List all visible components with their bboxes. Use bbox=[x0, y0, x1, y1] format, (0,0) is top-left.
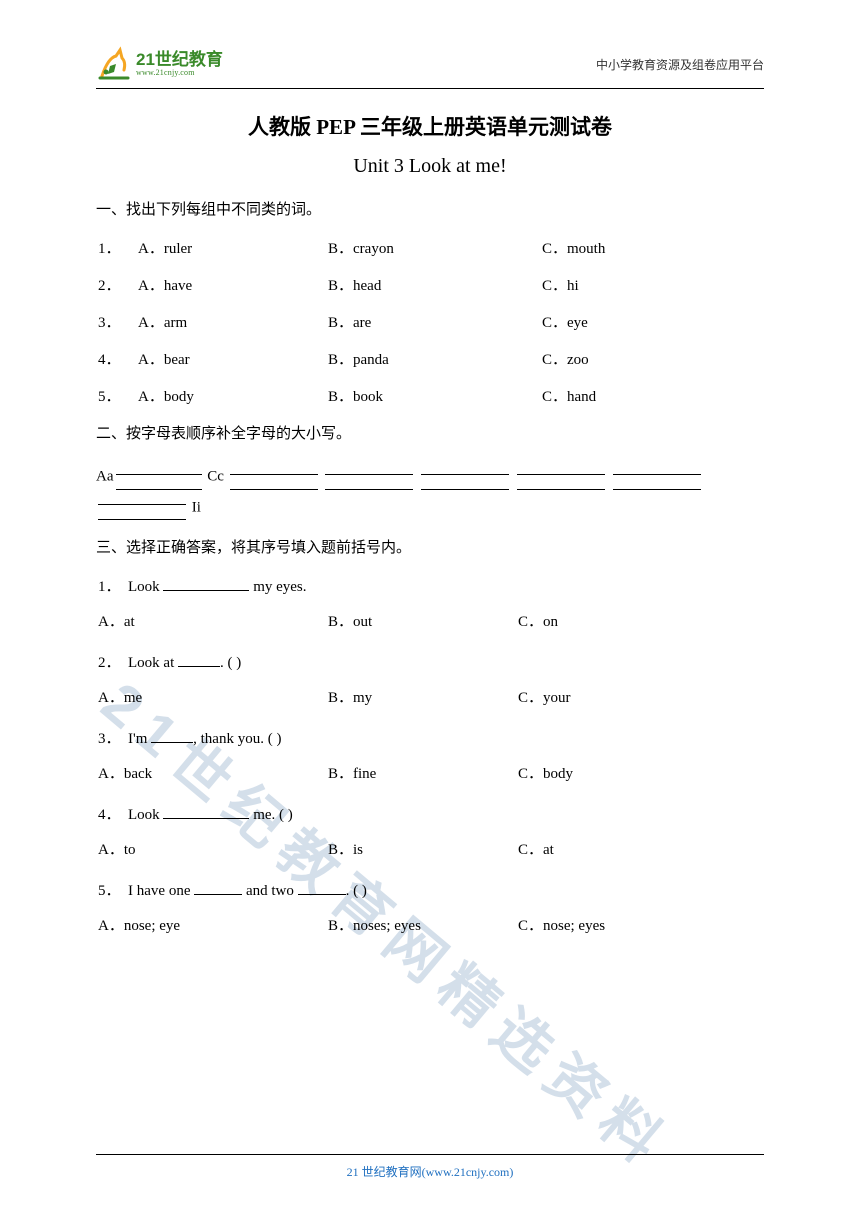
section1-heading: 一、找出下列每组中不同类的词。 bbox=[96, 198, 764, 219]
option-b: B．out bbox=[328, 610, 518, 631]
logo-sub-text: www.21cnjy.com bbox=[136, 68, 223, 77]
page-title: 人教版 PEP 三年级上册英语单元测试卷 bbox=[96, 111, 764, 141]
header-divider bbox=[96, 88, 764, 89]
fill-blank[interactable] bbox=[517, 464, 605, 490]
option-c: C．eye bbox=[542, 311, 764, 332]
option-a: A．ruler bbox=[138, 237, 328, 258]
option-b: B．book bbox=[328, 385, 542, 406]
option-a: A．back bbox=[98, 762, 328, 783]
fill-blank[interactable] bbox=[194, 881, 242, 895]
table-row: 1． A．ruler B．crayon C．mouth bbox=[96, 237, 764, 258]
fill-blank[interactable] bbox=[116, 464, 202, 490]
logo-main-text: 21世纪教育 bbox=[136, 51, 223, 68]
q-number: 3． bbox=[98, 311, 138, 332]
q-number: 4． bbox=[98, 348, 138, 369]
option-a: A．me bbox=[98, 686, 328, 707]
option-c: C．zoo bbox=[542, 348, 764, 369]
option-b: B．my bbox=[328, 686, 518, 707]
table-row: A．nose; eye B．noses; eyes C．nose; eyes bbox=[96, 914, 764, 935]
table-row: A．at B．out C．on bbox=[96, 610, 764, 631]
option-c: C．hand bbox=[542, 385, 764, 406]
question-stem: 2． Look at . ( ) bbox=[96, 651, 764, 672]
option-a: A．at bbox=[98, 610, 328, 631]
page-header: 21世纪教育 www.21cnjy.com 中小学教育资源及组卷应用平台 bbox=[96, 46, 764, 82]
question-stem: 1． Look my eyes. bbox=[96, 575, 764, 596]
option-a: A．arm bbox=[138, 311, 328, 332]
logo-icon bbox=[96, 46, 132, 82]
option-c: C．hi bbox=[542, 274, 764, 295]
s2-aa: Aa bbox=[96, 469, 114, 485]
option-b: B．is bbox=[328, 838, 518, 859]
option-c: C．at bbox=[518, 838, 764, 859]
fill-blank[interactable] bbox=[98, 494, 186, 520]
option-a: A．bear bbox=[138, 348, 328, 369]
option-b: B．panda bbox=[328, 348, 542, 369]
page-footer: 21 世纪教育网(www.21cnjy.com) bbox=[96, 1154, 764, 1180]
option-b: B．head bbox=[328, 274, 542, 295]
section2-heading: 二、按字母表顺序补全字母的大小写。 bbox=[96, 422, 764, 443]
logo: 21世纪教育 www.21cnjy.com bbox=[96, 46, 223, 82]
table-row: 2． A．have B．head C．hi bbox=[96, 274, 764, 295]
table-row: A．back B．fine C．body bbox=[96, 762, 764, 783]
section2-body: Aa Cc Ii bbox=[96, 461, 764, 522]
logo-text-block: 21世纪教育 www.21cnjy.com bbox=[136, 51, 223, 77]
header-right-text: 中小学教育资源及组卷应用平台 bbox=[596, 56, 764, 73]
fill-blank[interactable] bbox=[613, 464, 701, 490]
option-a: A．have bbox=[138, 274, 328, 295]
table-row: A．me B．my C．your bbox=[96, 686, 764, 707]
s2-ii: Ii bbox=[192, 499, 201, 515]
option-c: C．body bbox=[518, 762, 764, 783]
fill-blank[interactable] bbox=[163, 577, 249, 591]
question-stem: 4． Look me. ( ) bbox=[96, 803, 764, 824]
fill-blank[interactable] bbox=[325, 464, 413, 490]
table-row: 5． A．body B．book C．hand bbox=[96, 385, 764, 406]
table-row: 3． A．arm B．are C．eye bbox=[96, 311, 764, 332]
footer-divider bbox=[96, 1154, 764, 1155]
option-c: C．on bbox=[518, 610, 764, 631]
option-b: B．are bbox=[328, 311, 542, 332]
fill-blank[interactable] bbox=[178, 653, 220, 667]
question-stem: 5． I have one and two . ( ) bbox=[96, 879, 764, 900]
option-c: C．mouth bbox=[542, 237, 764, 258]
s2-cc: Cc bbox=[207, 469, 227, 485]
page-container: 21世纪教育 www.21cnjy.com 中小学教育资源及组卷应用平台 人教版… bbox=[0, 0, 860, 995]
option-b: B．crayon bbox=[328, 237, 542, 258]
table-row: 4． A．bear B．panda C．zoo bbox=[96, 348, 764, 369]
q-number: 5． bbox=[98, 385, 138, 406]
fill-blank[interactable] bbox=[163, 805, 249, 819]
fill-blank[interactable] bbox=[421, 464, 509, 490]
option-a: A．body bbox=[138, 385, 328, 406]
option-b: B．fine bbox=[328, 762, 518, 783]
page-subtitle: Unit 3 Look at me! bbox=[96, 155, 764, 178]
section3-heading: 三、选择正确答案，将其序号填入题前括号内。 bbox=[96, 536, 764, 557]
option-b: B．noses; eyes bbox=[328, 914, 518, 935]
option-a: A．nose; eye bbox=[98, 914, 328, 935]
q-number: 2． bbox=[98, 274, 138, 295]
fill-blank[interactable] bbox=[298, 881, 346, 895]
table-row: A．to B．is C．at bbox=[96, 838, 764, 859]
option-a: A．to bbox=[98, 838, 328, 859]
fill-blank[interactable] bbox=[151, 729, 193, 743]
option-c: C．your bbox=[518, 686, 764, 707]
footer-text: 21 世纪教育网(www.21cnjy.com) bbox=[96, 1163, 764, 1180]
q-number: 1． bbox=[98, 237, 138, 258]
fill-blank[interactable] bbox=[230, 464, 318, 490]
option-c: C．nose; eyes bbox=[518, 914, 764, 935]
question-stem: 3． I'm , thank you. ( ) bbox=[96, 727, 764, 748]
